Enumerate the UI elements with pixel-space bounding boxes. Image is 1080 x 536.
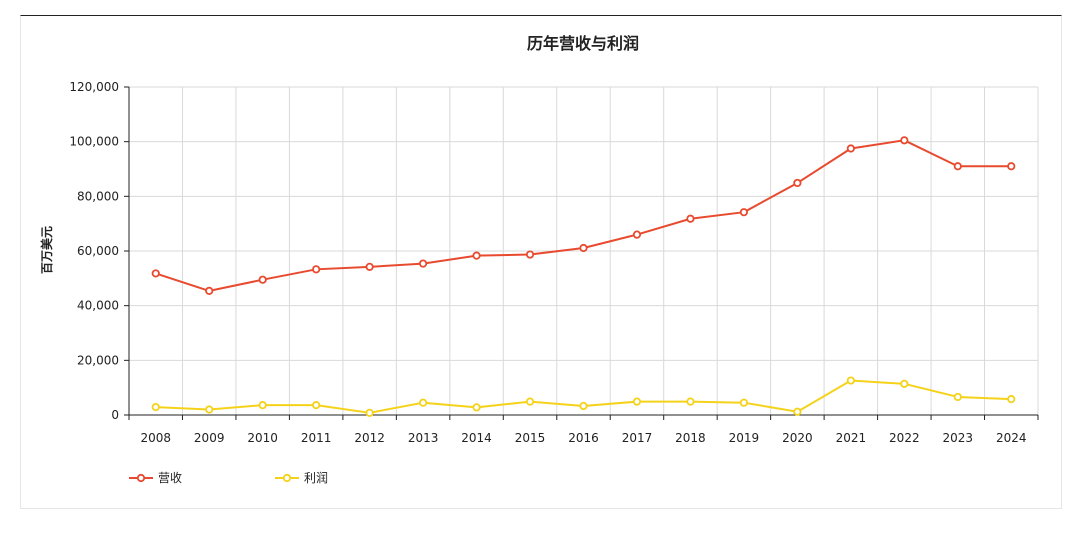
data-point [418, 259, 428, 268]
legend-label: 利润 [304, 471, 328, 485]
legend-item-2: 利润 [275, 471, 328, 485]
data-point [793, 178, 802, 188]
data-point [846, 144, 855, 153]
x-tick-label: 2012 [354, 431, 385, 445]
series-2 [151, 376, 1016, 417]
series-1 [151, 136, 1016, 296]
x-tick-label: 2009 [194, 431, 225, 445]
y-tick-label: 60,000 [77, 244, 119, 258]
x-tick-label: 2020 [782, 431, 813, 445]
data-point [953, 162, 962, 171]
data-point [205, 405, 214, 414]
x-tick-label: 2024 [996, 431, 1027, 445]
x-tick-label: 2011 [301, 431, 332, 445]
data-point [632, 230, 642, 239]
y-tick-label: 0 [111, 408, 119, 422]
series-line [155, 139, 1012, 292]
data-point [365, 262, 374, 271]
y-tick-label: 20,000 [77, 353, 119, 367]
data-point [686, 397, 695, 406]
x-tick-label: 2021 [836, 431, 867, 445]
data-point [525, 250, 535, 259]
legend-swatch-marker [136, 473, 146, 483]
legend-item-1: 营收 [129, 471, 182, 485]
axes: 0 20,000 40,000 60,000 80,000 100,000 120,000 2… [69, 80, 1039, 445]
data-point [258, 275, 267, 284]
x-tick-label: 2013 [408, 431, 439, 445]
legend-swatch-marker [282, 473, 292, 483]
x-tick-label: 2022 [889, 431, 920, 445]
x-tick-label: 2008 [140, 431, 171, 445]
data-point [846, 376, 855, 385]
legend: 营收 利润 [129, 471, 328, 485]
data-point [418, 398, 428, 407]
x-tick-label: 2016 [568, 431, 599, 445]
data-point [151, 402, 160, 412]
data-point [739, 208, 749, 217]
data-point [472, 403, 481, 412]
data-point [472, 251, 481, 260]
data-point [312, 401, 321, 410]
data-point [686, 214, 695, 223]
y-tick-label: 40,000 [77, 299, 119, 313]
x-tick-label: 2018 [675, 431, 706, 445]
x-tick-label: 2014 [461, 431, 492, 445]
data-point [365, 408, 374, 417]
data-point [579, 401, 588, 411]
y-tick-label: 80,000 [77, 189, 119, 203]
data-point [525, 397, 535, 406]
data-point [1007, 162, 1016, 171]
legend-label: 营收 [158, 471, 182, 485]
data-point [900, 136, 909, 145]
y-tick-label: 120,000 [69, 80, 119, 94]
data-point [632, 397, 642, 406]
chart-card [20, 15, 1062, 509]
data-point [151, 269, 160, 278]
data-point [793, 407, 802, 416]
chart-title: 历年营收与利润 [527, 34, 639, 53]
data-point [1007, 395, 1016, 404]
data-point [258, 401, 267, 410]
x-tick-label: 2019 [729, 431, 760, 445]
x-tick-label: 2015 [515, 431, 546, 445]
data-point [579, 243, 588, 253]
y-tick-label: 100,000 [69, 135, 119, 149]
series-layer [151, 136, 1016, 417]
x-tick-label: 2023 [943, 431, 974, 445]
x-tick-label: 2010 [247, 431, 278, 445]
data-point [739, 398, 749, 407]
data-point [953, 392, 962, 402]
x-tick-label: 2017 [622, 431, 653, 445]
data-point [205, 286, 214, 296]
data-point [900, 379, 909, 388]
data-point [312, 265, 321, 274]
y-axis-label: 百万美元 [39, 226, 54, 274]
